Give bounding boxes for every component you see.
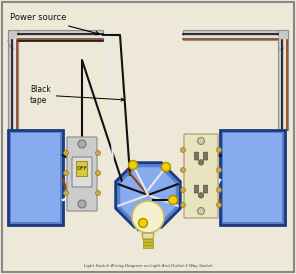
FancyBboxPatch shape	[72, 157, 92, 187]
Circle shape	[181, 202, 186, 207]
Polygon shape	[116, 163, 180, 227]
FancyBboxPatch shape	[203, 185, 207, 193]
Circle shape	[162, 162, 170, 172]
Circle shape	[64, 150, 68, 156]
Circle shape	[128, 161, 138, 170]
Circle shape	[64, 190, 68, 196]
FancyBboxPatch shape	[143, 239, 153, 241]
FancyBboxPatch shape	[8, 130, 63, 225]
FancyBboxPatch shape	[203, 152, 207, 160]
FancyBboxPatch shape	[183, 30, 288, 40]
Circle shape	[197, 138, 205, 144]
FancyBboxPatch shape	[143, 242, 153, 244]
FancyBboxPatch shape	[8, 30, 103, 40]
Text: Light Switch Wiring Diagram on Light And Outlet 2 Way Switch: Light Switch Wiring Diagram on Light And…	[84, 264, 212, 268]
Circle shape	[64, 170, 68, 176]
FancyBboxPatch shape	[11, 133, 60, 222]
Circle shape	[197, 207, 205, 215]
Circle shape	[198, 193, 204, 198]
Circle shape	[78, 200, 86, 208]
FancyBboxPatch shape	[143, 245, 153, 247]
Text: OFF: OFF	[77, 167, 87, 172]
FancyBboxPatch shape	[194, 152, 199, 160]
FancyBboxPatch shape	[278, 30, 288, 130]
Circle shape	[78, 140, 86, 148]
Circle shape	[139, 218, 147, 227]
FancyBboxPatch shape	[8, 30, 18, 130]
Circle shape	[96, 190, 101, 196]
Circle shape	[96, 170, 101, 176]
FancyBboxPatch shape	[76, 161, 88, 176]
FancyBboxPatch shape	[67, 137, 97, 211]
Circle shape	[181, 147, 186, 153]
Polygon shape	[142, 233, 154, 239]
Circle shape	[198, 160, 204, 165]
Circle shape	[216, 202, 221, 207]
Circle shape	[181, 167, 186, 173]
Circle shape	[216, 167, 221, 173]
Circle shape	[168, 196, 178, 204]
FancyBboxPatch shape	[184, 134, 218, 218]
Circle shape	[132, 201, 164, 233]
Text: Power source: Power source	[10, 13, 99, 35]
Circle shape	[96, 150, 101, 156]
Text: Black
tape: Black tape	[30, 85, 124, 105]
Circle shape	[216, 187, 221, 193]
Circle shape	[181, 187, 186, 193]
Circle shape	[216, 147, 221, 153]
FancyBboxPatch shape	[2, 2, 294, 272]
FancyBboxPatch shape	[194, 185, 199, 193]
Polygon shape	[120, 167, 176, 223]
FancyBboxPatch shape	[223, 133, 282, 222]
FancyBboxPatch shape	[220, 130, 285, 225]
